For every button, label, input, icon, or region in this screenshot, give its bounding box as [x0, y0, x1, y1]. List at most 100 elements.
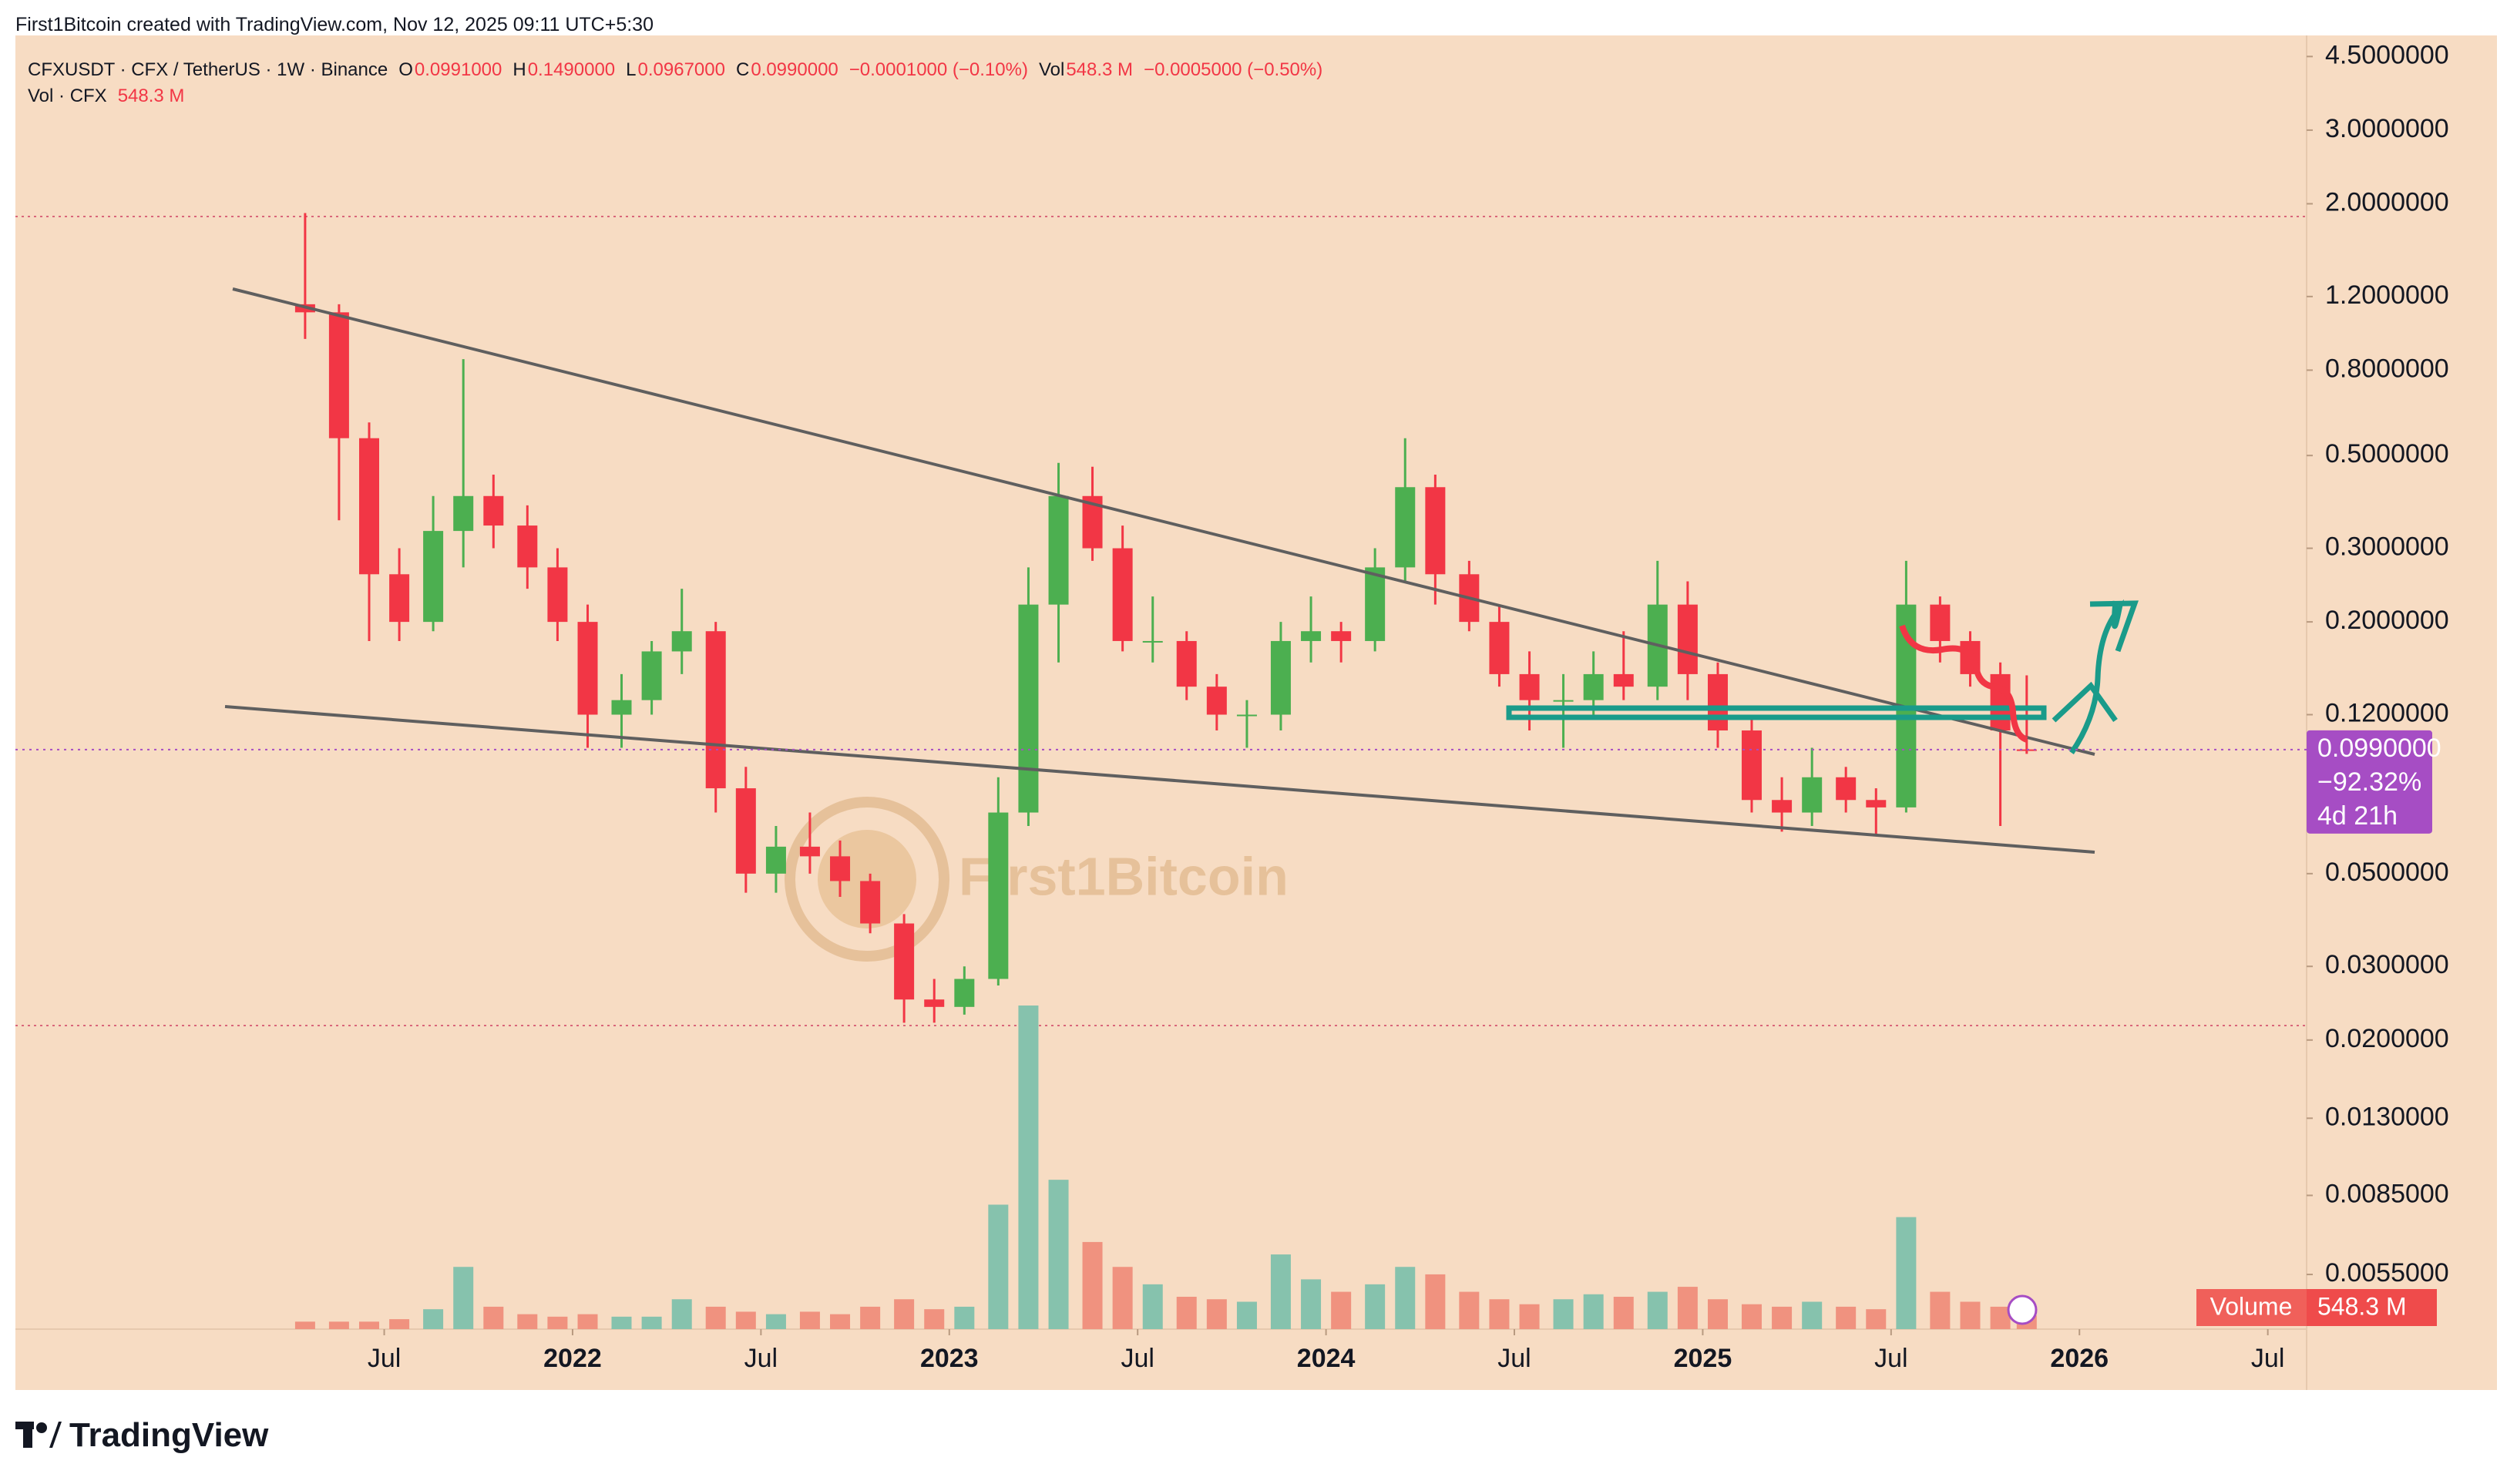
candle-body — [1553, 700, 1574, 702]
volume-bar — [611, 1316, 632, 1329]
volume-bar — [1270, 1254, 1291, 1329]
drawings — [224, 287, 2139, 854]
vol-change: −0.0005000 (−0.50%) — [1144, 59, 1323, 80]
volume-bar — [1176, 1297, 1197, 1329]
watermark: First1Bitcoin — [785, 797, 1289, 962]
candle-body — [924, 999, 945, 1007]
candle-body — [1990, 673, 2011, 731]
candle-body — [453, 495, 474, 532]
candle-body — [1741, 730, 1762, 801]
candle-body — [1365, 567, 1386, 641]
brand-name: TradingView — [69, 1416, 269, 1454]
volume-bar — [1772, 1306, 1793, 1329]
price-label-countdown: 4d 21h — [2317, 801, 2398, 831]
volume-bar — [294, 1321, 315, 1329]
x-tick-label: 2025 — [1674, 1344, 1732, 1373]
candle-body — [1206, 687, 1227, 715]
candle-body — [1802, 777, 1823, 813]
ohlc-key: O — [398, 59, 413, 80]
y-tick-label: 0.1200000 — [2325, 698, 2449, 727]
candle-body — [1395, 487, 1416, 568]
candle-body — [1866, 800, 1887, 807]
y-tick-label: 0.8000000 — [2325, 354, 2449, 383]
volume-bar — [1206, 1299, 1227, 1329]
candle-body — [765, 846, 786, 874]
volume-bar — [1866, 1309, 1887, 1329]
candle-body — [1519, 673, 1540, 700]
volume-bar — [1236, 1301, 1257, 1329]
volume-bar — [671, 1299, 692, 1329]
candle-body — [517, 525, 538, 568]
arrow-head — [2089, 600, 2139, 653]
price-label-value: 0.0990000 — [2317, 734, 2441, 763]
volume-bar — [483, 1306, 504, 1329]
alert-icon[interactable] — [2007, 1294, 2038, 1325]
volume-bar — [1836, 1306, 1857, 1329]
volume-bar — [765, 1314, 786, 1329]
volume-bar — [830, 1314, 851, 1329]
brand: TradingView — [15, 1416, 268, 1455]
symbol: CFXUSDT · CFX / TetherUS · 1W · Binance — [28, 59, 388, 80]
volume-bar — [359, 1321, 380, 1329]
x-tick-label: Jul — [368, 1344, 401, 1373]
volume-bar — [1365, 1284, 1386, 1329]
volume-bar — [924, 1309, 945, 1329]
ohlc-key: H — [512, 59, 526, 80]
y-tick-label: 0.0300000 — [2325, 950, 2449, 979]
candle-body — [2016, 749, 2037, 751]
x-tick-label: Jul — [744, 1344, 778, 1373]
y-tick-label: 0.2000000 — [2325, 606, 2449, 635]
volume-bar — [577, 1314, 598, 1329]
volume-bar — [1142, 1284, 1163, 1329]
y-tick-label: 0.0085000 — [2325, 1179, 2449, 1208]
y-tick-label: 4.5000000 — [2325, 40, 2449, 69]
candle-body — [1236, 714, 1257, 717]
candle-body — [1489, 622, 1510, 674]
volume-bar — [1395, 1267, 1416, 1329]
vol-value: 548.3 M — [1066, 59, 1134, 80]
volume-bar — [860, 1306, 881, 1329]
volume-bar — [1553, 1299, 1574, 1329]
volume-bar — [1519, 1304, 1540, 1329]
volume-bar — [1082, 1241, 1103, 1329]
brand-logo — [15, 1422, 62, 1448]
volume-bar — [389, 1319, 410, 1329]
volume-bar — [1741, 1304, 1762, 1329]
support-zone — [1506, 705, 2047, 720]
candle-body — [389, 574, 410, 623]
candle-body — [894, 923, 915, 1000]
x-tick-label: Jul — [1874, 1344, 1907, 1373]
price-label-change: −92.32% — [2317, 767, 2421, 797]
volume-bar — [1707, 1299, 1728, 1329]
candle-body — [359, 438, 380, 575]
y-tick-label: 0.0130000 — [2325, 1102, 2449, 1131]
volume-bar — [1583, 1294, 1604, 1329]
volume-bar — [1647, 1291, 1668, 1329]
candle-body — [641, 651, 662, 700]
arrow-head — [2052, 681, 2118, 723]
x-tick-label: 2022 — [543, 1344, 602, 1373]
volume-bar — [1048, 1180, 1069, 1329]
volume-bar — [1018, 1006, 1039, 1329]
candle-body — [547, 567, 568, 623]
y-tick-label: 3.0000000 — [2325, 114, 2449, 143]
candle-body — [954, 979, 975, 1007]
x-tick-label: Jul — [1497, 1344, 1531, 1373]
volume-bar — [1930, 1291, 1951, 1329]
x-tick-label: 2026 — [2050, 1344, 2109, 1373]
volume-bar — [547, 1316, 568, 1329]
chart-background — [15, 35, 2497, 1390]
volume-bar — [799, 1311, 820, 1329]
volume-bar — [1459, 1291, 1480, 1329]
y-tick-label: 0.0200000 — [2325, 1024, 2449, 1053]
y-tick-label: 0.3000000 — [2325, 532, 2449, 562]
legend-row: Vol · CFX 548.3 M — [28, 83, 1333, 109]
volume-bar — [1990, 1306, 2011, 1329]
candle-body — [1425, 487, 1446, 575]
volume-bar — [641, 1316, 662, 1329]
trendline — [232, 287, 2095, 756]
candle-body — [423, 531, 444, 623]
volume-bar — [1112, 1267, 1133, 1329]
candle-body — [830, 856, 851, 881]
volume-label-name: Volume — [2210, 1292, 2293, 1320]
